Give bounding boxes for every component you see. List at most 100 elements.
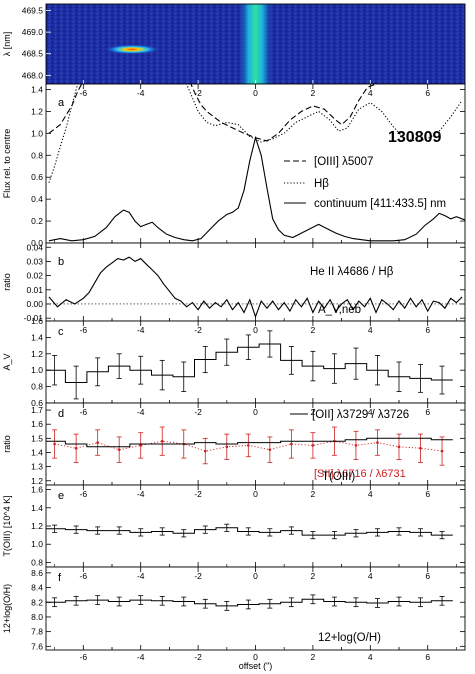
series-step — [46, 343, 453, 383]
panel-annotation: A_V,neb — [318, 304, 361, 316]
y-tick-label: 1.0 — [31, 128, 43, 138]
x-tick-label: 2 — [311, 652, 316, 662]
y-tick-label: 0.03 — [26, 256, 43, 266]
series-line-continuum — [48, 135, 465, 242]
y-tick-label: 8.4 — [31, 583, 43, 593]
y-tick-label: 7.6 — [31, 641, 43, 651]
data-point — [376, 441, 379, 444]
panel-f: 7.6 7.8 8.0 8.2 8.4 8.6 -6 -4 -2 0 2 4 6 f 12+log(O/H)… — [2, 566, 466, 651]
panel-c: 0.6 0.8 1.0 1.2 1.4 1.6 -6 -4 -2 0 2 4 6 c A_V,neb A_V — [2, 304, 466, 408]
x-tick-label: 0 — [253, 652, 258, 662]
y-tick-label: 0.04 — [26, 242, 43, 252]
y-tick-label: 0.8 — [31, 382, 43, 392]
panel-annotation: He II λ4686 / Hβ — [310, 266, 394, 278]
panel-letter: b — [58, 256, 64, 268]
y-tick-label: 468.0 — [22, 70, 44, 80]
y-tick-label: 0.8 — [31, 150, 43, 160]
y-tick-label: 1.4 — [31, 447, 43, 457]
y-axis-label: Flux rel. to centre — [2, 129, 12, 199]
y-tick-label: 0.01 — [26, 285, 43, 295]
x-tick-label: -4 — [137, 489, 145, 499]
y-tick-label: 1.2 — [31, 476, 43, 486]
panel-letter: a — [58, 97, 65, 109]
y-axis-label: A_V — [2, 353, 12, 370]
y-tick-label: 1.5 — [31, 433, 43, 443]
x-tick-label: 6 — [425, 489, 430, 499]
x-tick-label: -4 — [137, 325, 145, 335]
data-point — [440, 449, 444, 453]
y-tick-label: 0.02 — [26, 271, 43, 281]
y-tick-label: 8.0 — [31, 612, 43, 622]
y-axis-label: ratio — [2, 435, 12, 453]
x-tick-label: 0 — [253, 325, 258, 335]
y-tick-label: 1.2 — [31, 106, 43, 116]
data-point — [268, 448, 272, 451]
x-tick-label: 2 — [311, 407, 316, 417]
x-tick-label: 4 — [368, 571, 373, 581]
x-tick-label: 0 — [253, 489, 258, 499]
series-step — [46, 598, 453, 607]
x-tick-label: 0 — [253, 571, 258, 581]
panel-annotation: T(OIII) — [322, 471, 355, 483]
x-axis-label: offset (") — [239, 661, 273, 671]
x-tick-label: -6 — [80, 489, 88, 499]
data-point — [160, 439, 164, 443]
data-point — [247, 444, 250, 447]
x-tick-label: 2 — [311, 571, 316, 581]
y-tick-label: 1.6 — [31, 485, 43, 495]
x-tick-label: -6 — [80, 652, 88, 662]
x-tick-label: -4 — [137, 407, 145, 417]
data-point — [290, 442, 293, 446]
y-tick-label: 1.0 — [31, 539, 43, 549]
data-point — [74, 446, 78, 450]
y-tick-label: 0.8 — [31, 557, 43, 567]
y-tick-label: 1.4 — [31, 503, 43, 513]
y-tick-label: 1.6 — [31, 316, 43, 326]
panel-e-frame — [45, 484, 466, 568]
x-tick-label: -4 — [137, 571, 145, 581]
panel-letter: c — [58, 326, 64, 338]
y-tick-label: 0.00 — [26, 299, 43, 309]
y-axis-label: ratio — [2, 273, 12, 291]
x-tick-label: -2 — [194, 489, 202, 499]
y-tick-label: 0.4 — [31, 194, 43, 204]
x-tick-label: -4 — [137, 88, 145, 98]
x-tick-label: -6 — [80, 88, 88, 98]
panel-d-frame — [45, 402, 466, 486]
spectrum-panel: 468.0 468.5 469.0 469.5 λ [nm] — [2, 3, 466, 85]
y-axis-label: T(OIII) [10^4 K] — [2, 495, 12, 556]
x-tick-label: 4 — [368, 325, 373, 335]
data-point — [225, 445, 229, 449]
data-point — [203, 449, 207, 453]
x-tick-label: 6 — [425, 407, 430, 417]
panel-a: 0.0 0.2 0.4 0.6 0.8 1.0 1.2 1.4 -6 -4 -2 0 2 4 6 a 13080… — [2, 83, 466, 248]
x-tick-label: -6 — [80, 407, 88, 417]
legend-label-red: [SII] λ6716 / λ6731 — [314, 468, 406, 480]
figure-id: 130809 — [388, 129, 441, 146]
heii-emission — [103, 44, 161, 55]
y-tick-label: 1.6 — [31, 419, 43, 429]
y-tick-label: 1.0 — [31, 365, 43, 375]
data-point — [397, 445, 401, 449]
legend-label: Hβ — [314, 178, 329, 190]
y-tick-label: 0.0 — [31, 238, 43, 248]
panel-annotation: 12+log(O/H) — [318, 632, 381, 644]
series-line-heii — [48, 256, 463, 319]
y-tick-label: 469.5 — [22, 5, 44, 15]
panel-letter: f — [58, 572, 62, 584]
x-tick-label: -6 — [80, 571, 88, 581]
y-tick-label: 0.6 — [31, 398, 43, 408]
panel-e: 0.8 1.0 1.2 1.4 1.6 -6 -4 -2 0 2 4 6 e T(OIII) T(OIII)… — [2, 471, 466, 568]
data-point — [53, 442, 56, 446]
panel-c-frame — [45, 320, 466, 404]
y-tick-label: 1.2 — [31, 349, 43, 359]
data-point — [311, 444, 315, 447]
x-tick-label: -2 — [194, 652, 202, 662]
y-tick-label: 0.6 — [31, 172, 43, 182]
y-tick-label: -0.01 — [24, 313, 44, 323]
x-tick-label: 6 — [425, 325, 430, 335]
continuum-trace — [237, 4, 274, 84]
legend-label: [OII] λ3729 / λ3726 — [312, 409, 409, 421]
data-point — [419, 446, 422, 450]
series-step — [46, 527, 453, 536]
